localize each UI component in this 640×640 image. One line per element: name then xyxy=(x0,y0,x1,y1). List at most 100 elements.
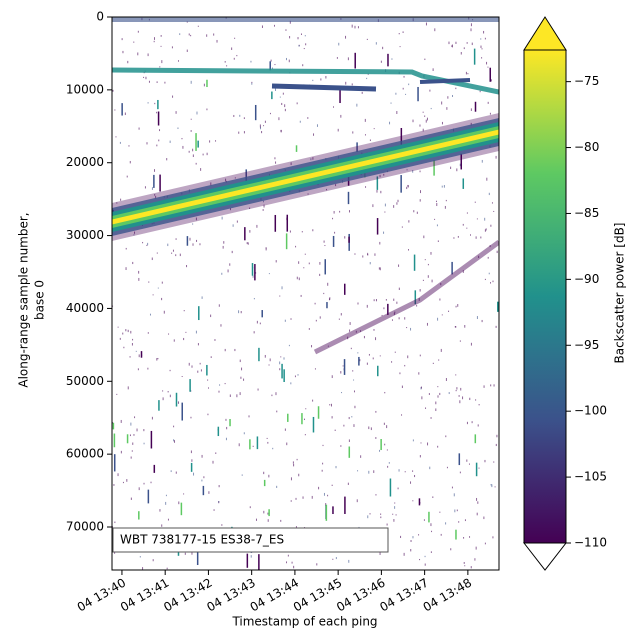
echo-texture xyxy=(484,459,486,463)
echo-texture xyxy=(398,287,400,290)
echo-texture xyxy=(120,450,122,454)
x-tick-label: 04 13:43 xyxy=(204,576,257,615)
echo-texture xyxy=(481,48,483,50)
echo-texture xyxy=(161,281,163,284)
echo-texture xyxy=(431,279,433,283)
echo-texture xyxy=(422,279,424,281)
echo-texture xyxy=(317,406,320,419)
echo-texture xyxy=(478,404,480,406)
echo-texture xyxy=(253,297,255,300)
echo-texture xyxy=(243,378,245,381)
echo-texture xyxy=(466,421,468,425)
echo-texture xyxy=(285,57,287,61)
echo-texture xyxy=(396,111,398,114)
echo-texture xyxy=(323,492,325,496)
echo-texture xyxy=(178,501,180,505)
echo-texture xyxy=(396,202,398,205)
echo-texture xyxy=(181,402,183,421)
echo-texture xyxy=(177,127,179,130)
echo-texture xyxy=(418,372,420,375)
echo-texture xyxy=(463,47,465,50)
echo-texture xyxy=(208,491,210,494)
echo-texture xyxy=(379,174,381,178)
echo-texture xyxy=(269,358,271,362)
echo-texture xyxy=(325,504,328,521)
echo-texture xyxy=(169,369,171,372)
echo-texture xyxy=(471,421,473,424)
echo-texture xyxy=(127,60,129,64)
echo-texture xyxy=(445,522,447,525)
echo-texture xyxy=(241,474,243,476)
echo-texture xyxy=(147,489,150,504)
echo-texture xyxy=(380,190,382,194)
echo-texture xyxy=(234,177,236,179)
echo-texture xyxy=(356,142,358,152)
echo-texture xyxy=(134,231,136,234)
echo-texture xyxy=(412,536,414,539)
echo-texture xyxy=(418,498,421,506)
echo-texture xyxy=(475,462,478,477)
echo-texture xyxy=(186,236,189,246)
echo-texture xyxy=(307,193,309,195)
echo-texture xyxy=(301,413,303,425)
echo-texture xyxy=(231,47,233,50)
echo-texture xyxy=(348,439,350,442)
echo-texture xyxy=(333,106,335,108)
echo-texture xyxy=(278,117,280,121)
echo-texture xyxy=(188,362,190,366)
echo-texture xyxy=(257,388,259,391)
echo-texture xyxy=(410,327,412,331)
echo-texture xyxy=(136,428,138,432)
echo-texture xyxy=(293,463,295,467)
echo-texture xyxy=(276,410,278,413)
echo-texture xyxy=(216,39,218,43)
echo-texture xyxy=(148,80,150,83)
echo-texture xyxy=(388,462,390,464)
echo-texture xyxy=(475,546,477,550)
echo-texture xyxy=(342,365,344,367)
echo-texture xyxy=(224,382,226,385)
echo-texture xyxy=(347,191,350,205)
echo-texture xyxy=(190,462,193,472)
echo-texture xyxy=(396,301,398,304)
echo-texture xyxy=(456,168,458,172)
plot-frame xyxy=(111,16,500,571)
echo-texture xyxy=(255,518,257,521)
echo-texture xyxy=(293,565,295,569)
echo-texture xyxy=(483,30,485,34)
echo-texture xyxy=(384,203,386,207)
echo-texture xyxy=(476,316,478,320)
echo-texture xyxy=(179,253,181,257)
echo-texture xyxy=(112,17,499,22)
x-tick-label: 04 13:40 xyxy=(75,576,128,615)
echo-texture xyxy=(460,387,462,391)
echo-texture xyxy=(192,148,194,152)
echo-texture xyxy=(188,150,190,153)
echo-texture xyxy=(399,372,401,375)
echo-texture xyxy=(173,339,175,342)
echo-texture xyxy=(497,301,499,312)
echo-texture xyxy=(308,328,310,330)
echo-texture xyxy=(423,235,425,239)
echo-texture xyxy=(232,224,234,227)
echo-texture xyxy=(273,24,275,27)
echo-texture xyxy=(455,529,457,540)
echo-texture xyxy=(464,324,466,328)
echo-texture xyxy=(122,332,124,335)
echo-texture xyxy=(233,114,235,117)
echo-texture xyxy=(311,345,313,348)
echo-texture xyxy=(261,25,263,28)
echo-texture xyxy=(430,107,432,110)
echo-texture xyxy=(480,45,482,48)
echo-texture xyxy=(379,267,381,271)
echo-texture xyxy=(416,211,418,214)
echo-texture xyxy=(357,26,359,29)
echo-texture xyxy=(156,358,158,361)
echo-texture xyxy=(229,418,231,427)
echo-texture xyxy=(196,550,199,566)
echo-texture xyxy=(478,467,480,469)
echo-texture xyxy=(393,312,395,316)
echo-texture xyxy=(175,238,177,240)
echo-texture xyxy=(160,35,162,37)
